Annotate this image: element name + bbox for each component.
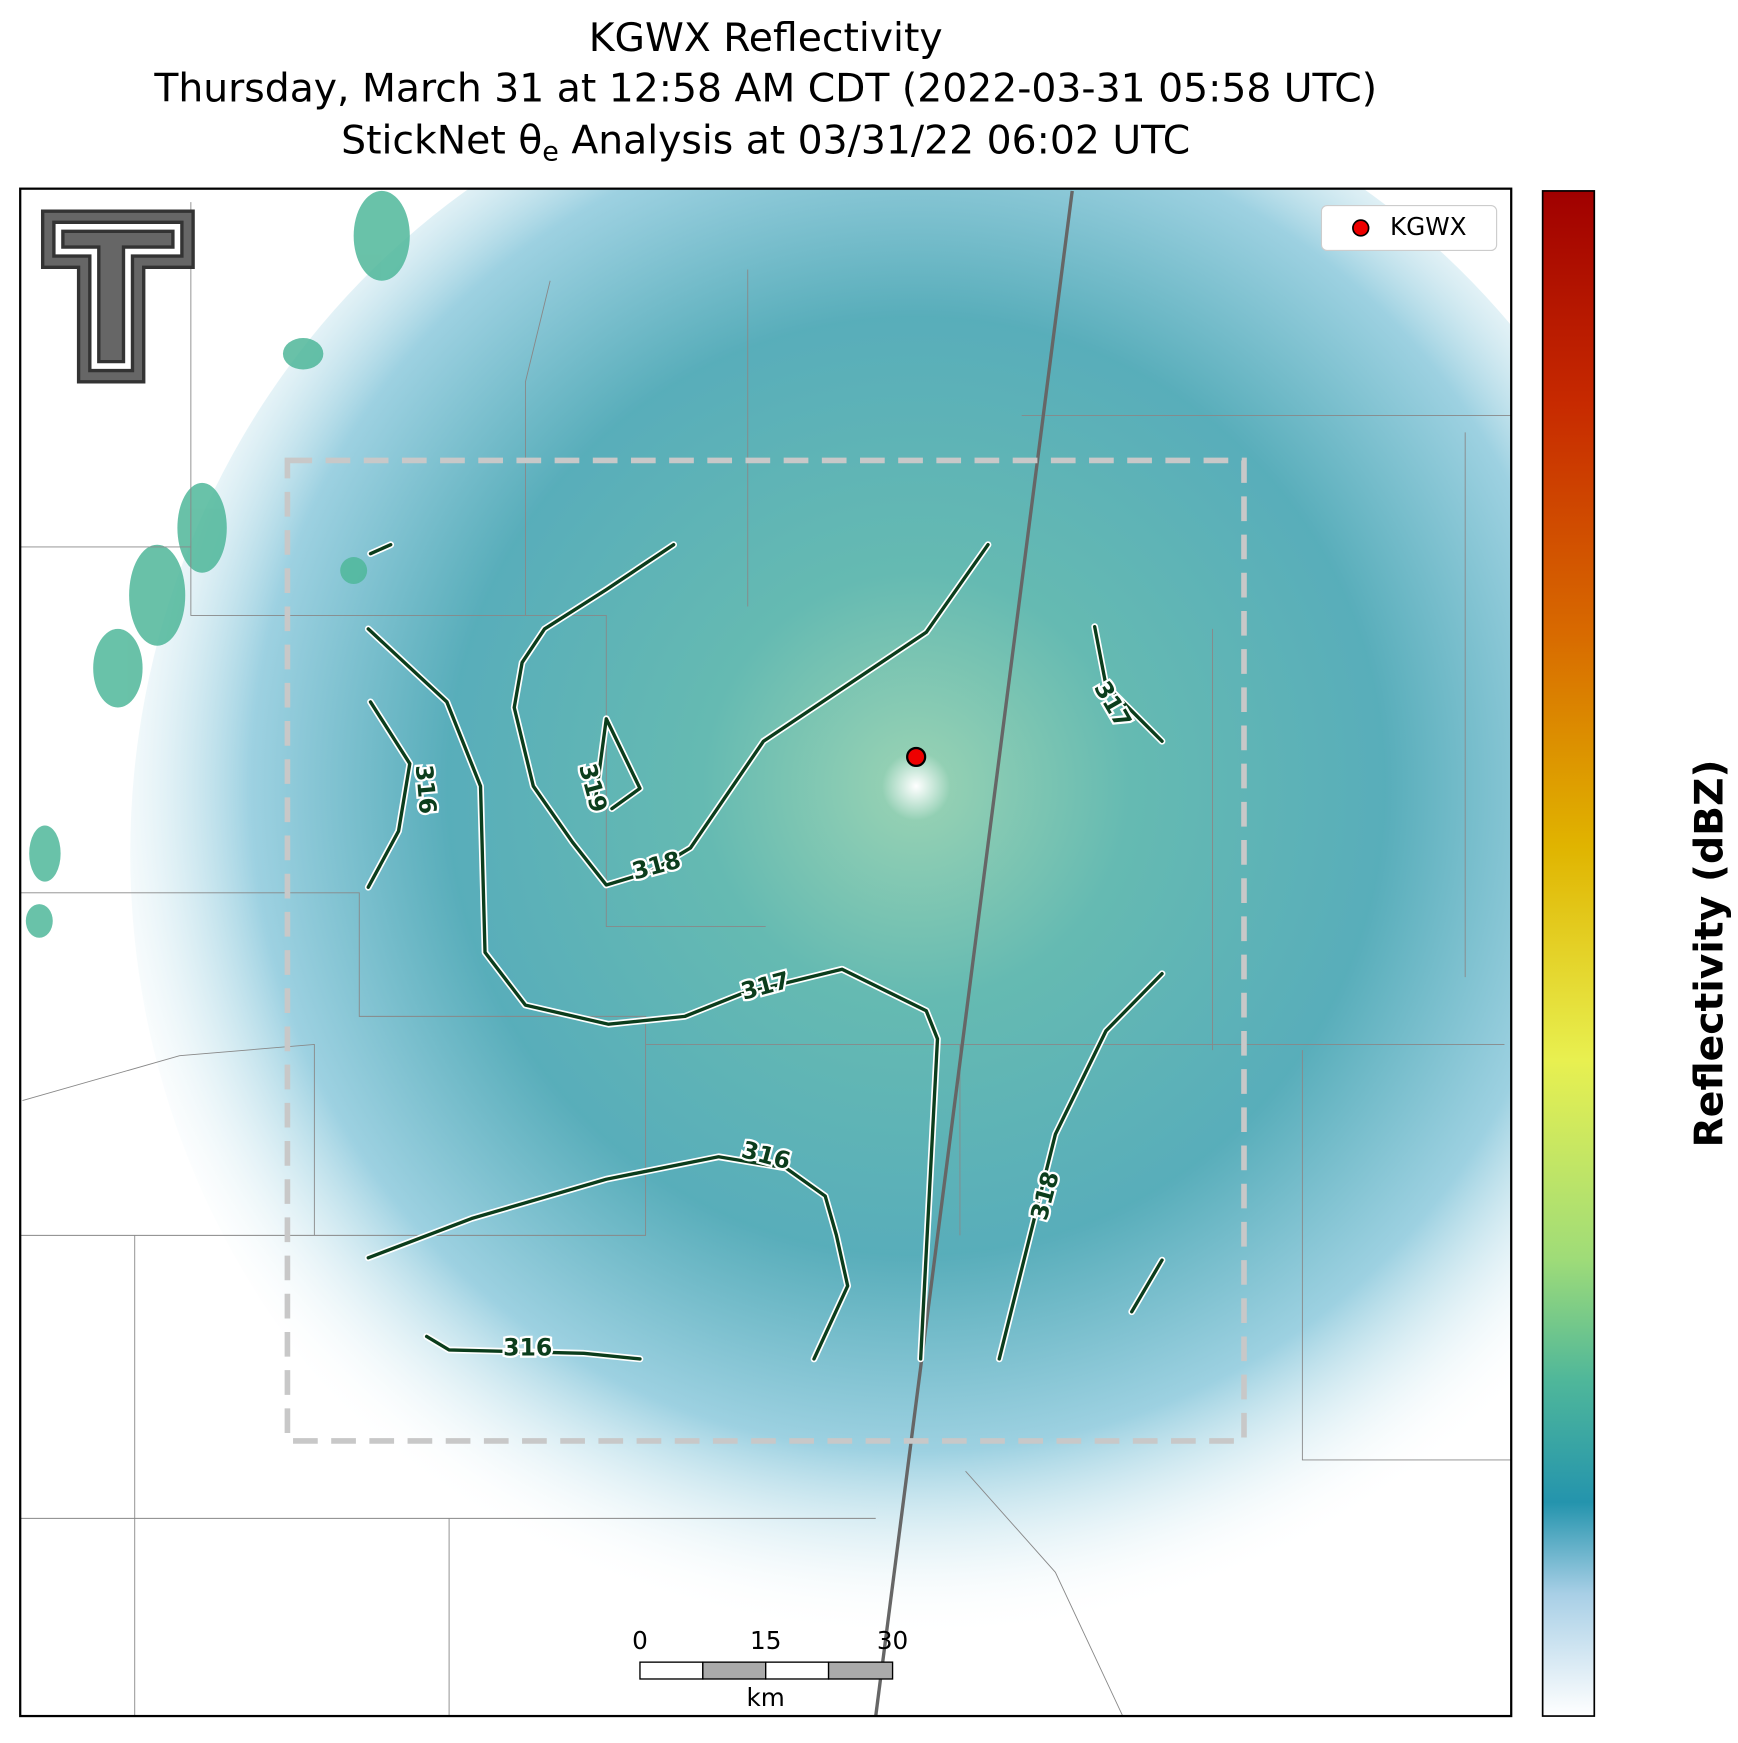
analysis-title-b: Analysis at 03/31/22 06:02 UTC: [559, 118, 1190, 163]
scale-label: 15: [750, 1626, 781, 1655]
radar-site: [906, 746, 927, 768]
contour-line: [366, 700, 412, 889]
map: 318 319 317 316 316 316 317 318 KGWX 0: [20, 188, 1512, 1717]
contour-line: [1130, 1258, 1164, 1314]
radar-echo: [130, 188, 1512, 1662]
contour-line: [366, 627, 940, 1361]
rain-band: [25, 190, 410, 938]
colorbar-label: Reflectivity (dBZ): [1688, 760, 1733, 1148]
contours: [364, 541, 1166, 1363]
colorbar-ramp: [1541, 190, 1596, 1717]
scale-bar: 0 15 30 km: [632, 1626, 908, 1712]
contour-line: [368, 543, 393, 556]
analysis-title-a: StickNet θ: [341, 118, 542, 163]
contour-label: 316: [410, 764, 442, 815]
scale-label: 30: [877, 1626, 908, 1655]
analysis-domain: [284, 457, 1247, 1444]
contour-line: [366, 1155, 850, 1361]
subtitle: Thursday, March 31 at 12:58 AM CDT (2022…: [153, 66, 1377, 111]
contour-label: 316: [503, 1333, 552, 1361]
state-line: [874, 190, 1074, 1717]
legend-label: KGWX: [1390, 212, 1467, 241]
contour-line: [593, 717, 642, 811]
map-frame: [19, 187, 1513, 1718]
scale-label: 0: [632, 1626, 648, 1655]
analysis-title: StickNet θe Analysis at 03/31/22 06:02 U…: [341, 118, 1190, 167]
scale-unit: km: [747, 1683, 785, 1712]
colorbar: Reflectivity (dBZ): [1541, 190, 1733, 1717]
contour-line: [997, 972, 1164, 1361]
title: KGWX Reflectivity: [589, 16, 943, 61]
contour-line: [512, 543, 990, 887]
contour-line: [424, 1334, 642, 1361]
titles: KGWX Reflectivity Thursday, March 31 at …: [153, 16, 1377, 167]
legend: KGWX: [1320, 204, 1498, 252]
logo: [40, 209, 195, 384]
contour-line: [1092, 624, 1164, 743]
analysis-title-sub: e: [542, 136, 559, 167]
county-borders: [20, 202, 1512, 1717]
legend-marker: [1352, 219, 1370, 237]
legend-box: [1320, 204, 1498, 252]
